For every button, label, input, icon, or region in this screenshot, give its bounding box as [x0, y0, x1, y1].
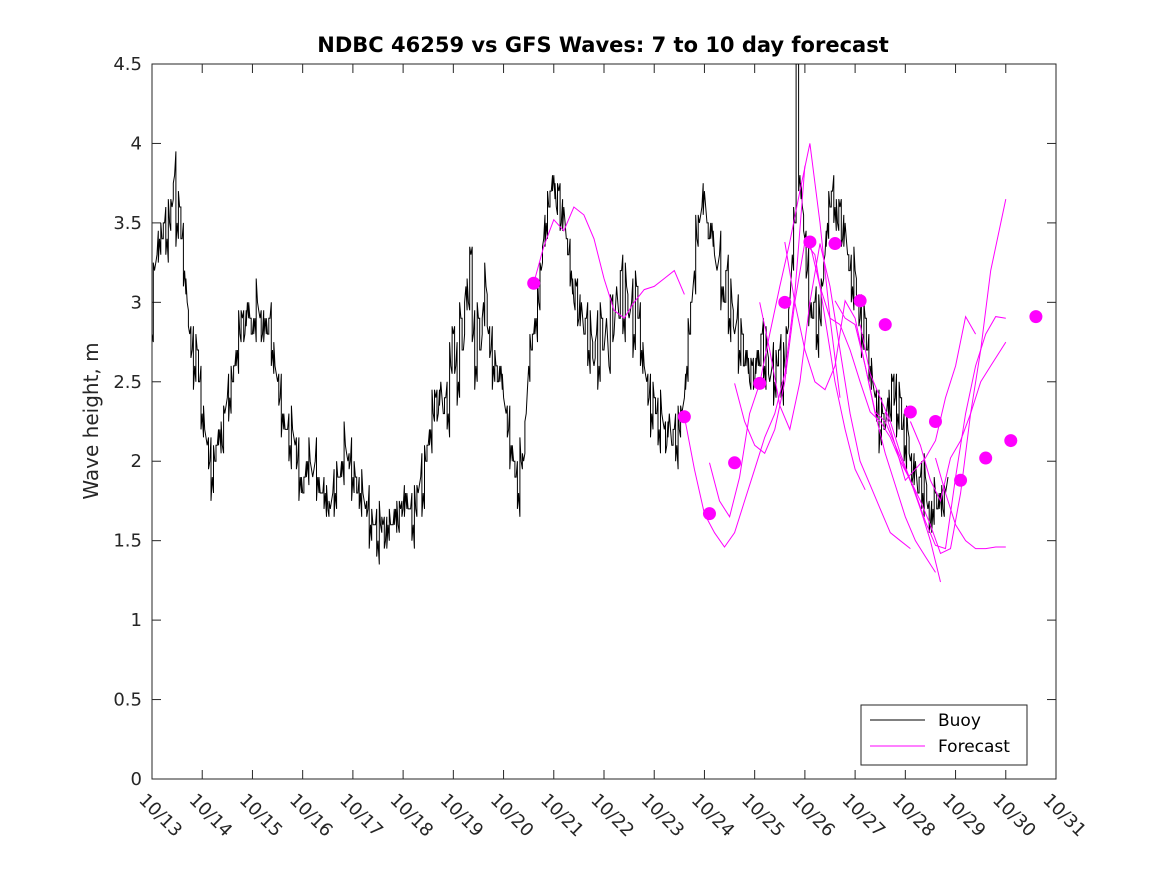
forecast-series-line	[709, 143, 841, 519]
forecast-series-line	[859, 198, 1007, 555]
x-tick-label: 10/28	[888, 790, 940, 842]
forecast-marker	[878, 318, 892, 332]
forecast-series-line	[533, 206, 685, 319]
x-tick-label: 10/23	[637, 790, 689, 842]
y-tick-label: 3.5	[113, 213, 142, 234]
x-tick-label: 10/26	[787, 790, 839, 842]
y-tick-label: 4	[131, 133, 142, 154]
y-tick-label: 1.5	[113, 531, 142, 552]
forecast-marker	[828, 237, 842, 251]
x-tick-label: 10/29	[938, 790, 990, 842]
forecast-series-line	[809, 243, 941, 583]
legend-buoy-label: Buoy	[938, 711, 981, 731]
forecast-marker	[1029, 310, 1043, 324]
x-tick-label: 10/27	[838, 790, 890, 842]
y-tick-label: 1	[131, 610, 142, 631]
forecast-series-line	[734, 240, 866, 491]
forecast-marker	[702, 507, 716, 521]
x-tick-label: 10/18	[386, 790, 438, 842]
x-tick-label: 10/15	[235, 790, 287, 842]
y-tick-label: 0	[131, 769, 142, 790]
y-tick-label: 4.5	[113, 54, 142, 75]
x-tick-label: 10/30	[988, 790, 1040, 842]
y-tick-label: 0.5	[113, 690, 142, 711]
x-tick-label: 10/17	[335, 790, 387, 842]
legend-box	[860, 704, 1028, 766]
forecast-series-line	[935, 457, 1006, 550]
legend: Buoy Forecast	[860, 704, 1028, 766]
x-tick-label: 10/20	[486, 790, 538, 842]
x-tick-label: 10/13	[134, 790, 186, 842]
forecast-marker	[778, 295, 792, 309]
forecast-marker	[677, 410, 691, 424]
forecast-marker	[1004, 434, 1018, 448]
x-tick-label: 10/19	[436, 790, 488, 842]
y-tick-label: 3	[131, 292, 142, 313]
x-tick-label: 10/22	[586, 790, 638, 842]
axes-box	[151, 63, 1057, 780]
legend-forecast-label: Forecast	[938, 737, 1010, 757]
x-tick-label: 10/31	[1038, 790, 1090, 842]
forecast-marker	[853, 294, 867, 308]
forecast-marker	[728, 456, 742, 470]
forecast-series-line	[884, 316, 1006, 550]
forecast-marker	[903, 405, 917, 419]
x-tick-label: 10/25	[737, 790, 789, 842]
chart-title: NDBC 46259 vs GFS Waves: 7 to 10 day for…	[317, 33, 888, 57]
forecast-series-line	[759, 243, 911, 549]
forecast-marker	[928, 415, 942, 428]
forecast-marker	[954, 473, 968, 487]
x-tick-label: 10/14	[185, 790, 237, 842]
forecast-series-line	[834, 300, 977, 482]
forecast-marker	[803, 235, 817, 249]
y-tick-label: 2	[131, 451, 142, 472]
forecast-series-line	[784, 241, 936, 573]
x-tick-label: 10/16	[285, 790, 337, 842]
y-axis-label: Wave height, m	[79, 342, 103, 499]
x-tick-label: 10/24	[687, 790, 739, 842]
buoy-series-line	[152, 64, 949, 565]
forecast-marker	[979, 451, 993, 465]
forecast-series-line	[683, 165, 806, 548]
forecast-marker	[527, 276, 541, 290]
y-tick-label: 2.5	[113, 372, 142, 393]
forecast-series-line	[909, 341, 1007, 503]
x-tick-label: 10/21	[536, 790, 588, 842]
forecast-marker	[753, 376, 767, 390]
